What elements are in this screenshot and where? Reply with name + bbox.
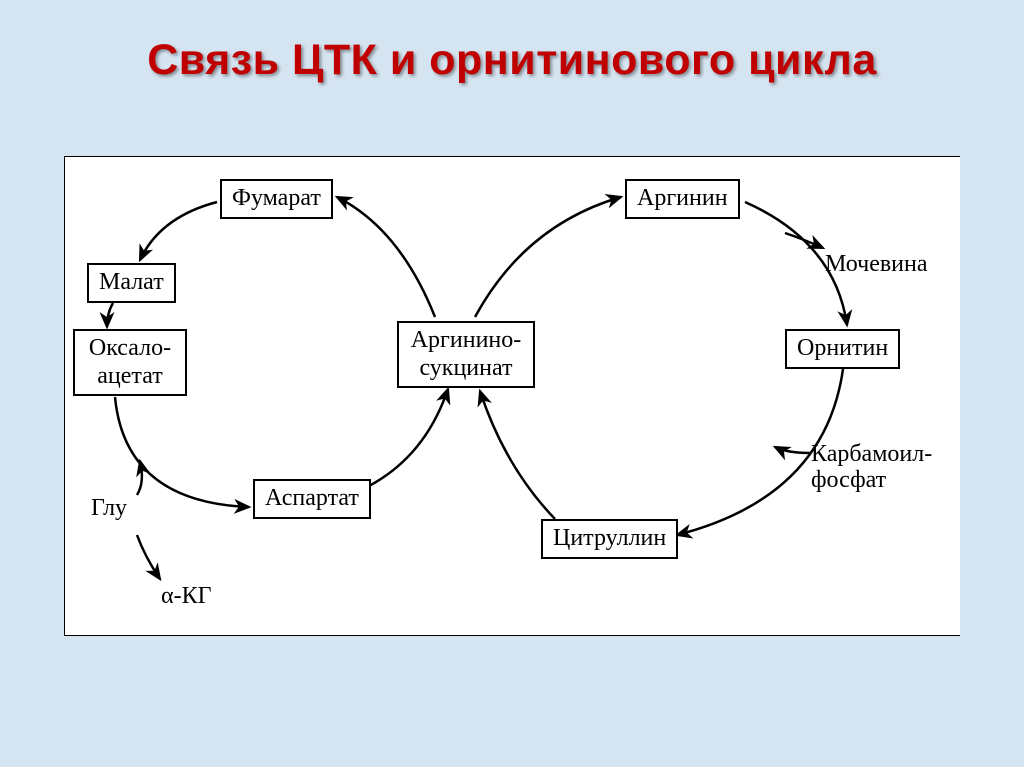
node-fumarate: Фумарат (220, 179, 333, 219)
page-title: Связь ЦТК и орнитинового цикла (0, 36, 1024, 85)
node-argininosuccinate: Аргинино-сукцинат (397, 321, 535, 388)
node-citrulline: Цитруллин (541, 519, 678, 559)
arrow-urea-branch (785, 233, 823, 248)
arrow-oxaloacetate-to-aspartate (115, 397, 249, 507)
node-ornithine: Орнитин (785, 329, 900, 369)
node-malate: Малат (87, 263, 176, 303)
arrow-alpha-kg-out (137, 535, 160, 579)
node-oxaloacetate: Оксало-ацетат (73, 329, 187, 396)
node-aspartate: Аспартат (253, 479, 371, 519)
arrow-carbamoyl-in (775, 447, 810, 453)
label-urea: Мочевина (825, 251, 928, 277)
arrow-malate-to-oxaloacetate (107, 303, 113, 327)
arrow-argsucc-to-arginine (475, 197, 621, 317)
diagram-frame: Фумарат Малат Оксало-ацетат Аспартат Арг… (64, 156, 960, 636)
arrow-citrulline-to-argsucc (480, 391, 555, 519)
arrows-layer (65, 157, 961, 637)
arrow-fumarate-to-malate (140, 202, 217, 260)
label-alpha-kg: α-КГ (161, 583, 211, 609)
arrow-argsucc-to-fumarate (337, 197, 435, 317)
label-carbamoyl-phosphate: Карбамоил-фосфат (811, 441, 932, 494)
node-arginine: Аргинин (625, 179, 740, 219)
arrow-glu-in (137, 461, 142, 495)
label-glu: Глу (91, 495, 127, 521)
arrow-aspartate-to-argsucc (367, 389, 448, 487)
